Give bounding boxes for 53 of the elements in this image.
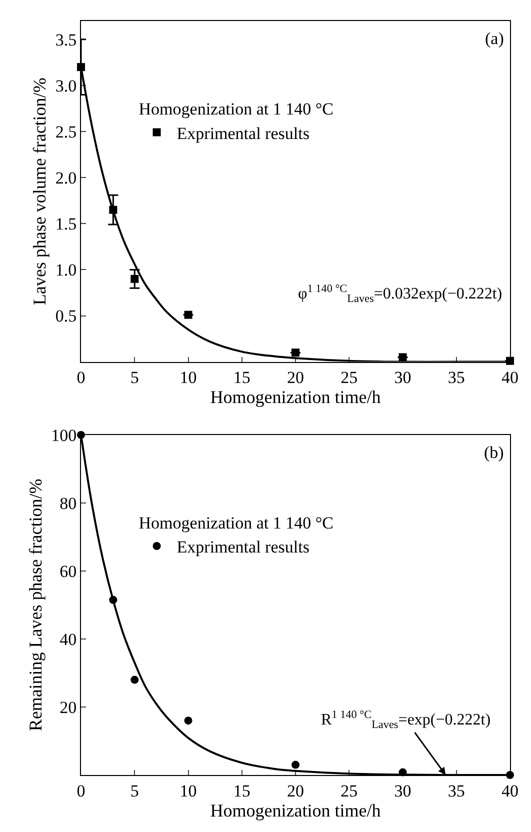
point (77, 430, 85, 439)
legend-title: Homogenization at 1 140 °C (138, 513, 334, 532)
legend-label: Exprimental results (176, 538, 310, 557)
point (506, 356, 514, 365)
y-tick-label: 2.0 (55, 168, 77, 188)
annotation: φ$^{1 140 °C}$$_{Laves}$=0.032exp(−0.222t) (298, 283, 502, 306)
y-tick-label: 1.0 (55, 260, 77, 280)
point (77, 63, 85, 72)
point (184, 310, 192, 319)
x-tick-label: 15 (233, 368, 250, 388)
legend-title: Homogenization at 1 140 °C (138, 100, 334, 119)
x-tick-label: 0 (76, 781, 86, 800)
y-tick-label: 40 (60, 630, 77, 649)
point (292, 348, 300, 357)
x-axis-title: Homogenization time/h (210, 387, 381, 408)
y-tick-label: 80 (60, 494, 77, 513)
x-tick-label: 10 (180, 368, 197, 388)
x-tick-label: 15 (233, 781, 250, 800)
y-tick-label: 100 (51, 426, 77, 445)
y-tick-label: 3.0 (55, 76, 77, 96)
x-tick-label: 40 (502, 781, 518, 800)
text: (b) (484, 443, 504, 462)
x-tick-label: 0 (76, 368, 86, 388)
x-tick-label: 20 (287, 781, 304, 800)
point (130, 274, 139, 283)
annotation: R$^{1 140 °C}$$_{Laves}$=exp(−0.222t) (321, 709, 491, 732)
point (398, 353, 407, 362)
point (292, 760, 300, 769)
y-axis-title: Remaining Laves phase fraction/% (25, 478, 46, 732)
y-tick-label: 20 (60, 698, 77, 717)
point (130, 676, 139, 684)
x-tick-label: 25 (340, 368, 358, 388)
x-axis-title: Homogenization time/h (210, 800, 381, 820)
x-tick-label: 25 (340, 781, 358, 800)
point (506, 770, 514, 779)
y-tick-label: 0.5 (55, 306, 77, 326)
x-tick-label: 5 (130, 781, 139, 800)
y-tick-label: 2.5 (55, 122, 77, 142)
x-tick-label: 35 (448, 781, 465, 800)
x-tick-label: 35 (448, 368, 465, 388)
y-axis-title: Laves phase volume fraction/% (30, 78, 50, 306)
x-tick-label: 40 (502, 368, 518, 388)
x-tick-label: 30 (394, 368, 412, 388)
x-tick-label: 5 (130, 368, 139, 388)
x-tick-label: 30 (394, 781, 412, 800)
x-tick-label: 20 (287, 368, 304, 388)
legend-label: Exprimental results (176, 124, 310, 143)
point (184, 716, 192, 725)
y-tick-label: 3.5 (55, 30, 77, 50)
y-tick-label: 60 (60, 562, 77, 581)
y-tick-label: 1.5 (55, 214, 77, 234)
text: (a) (485, 29, 504, 48)
x-tick-label: 10 (180, 781, 197, 800)
